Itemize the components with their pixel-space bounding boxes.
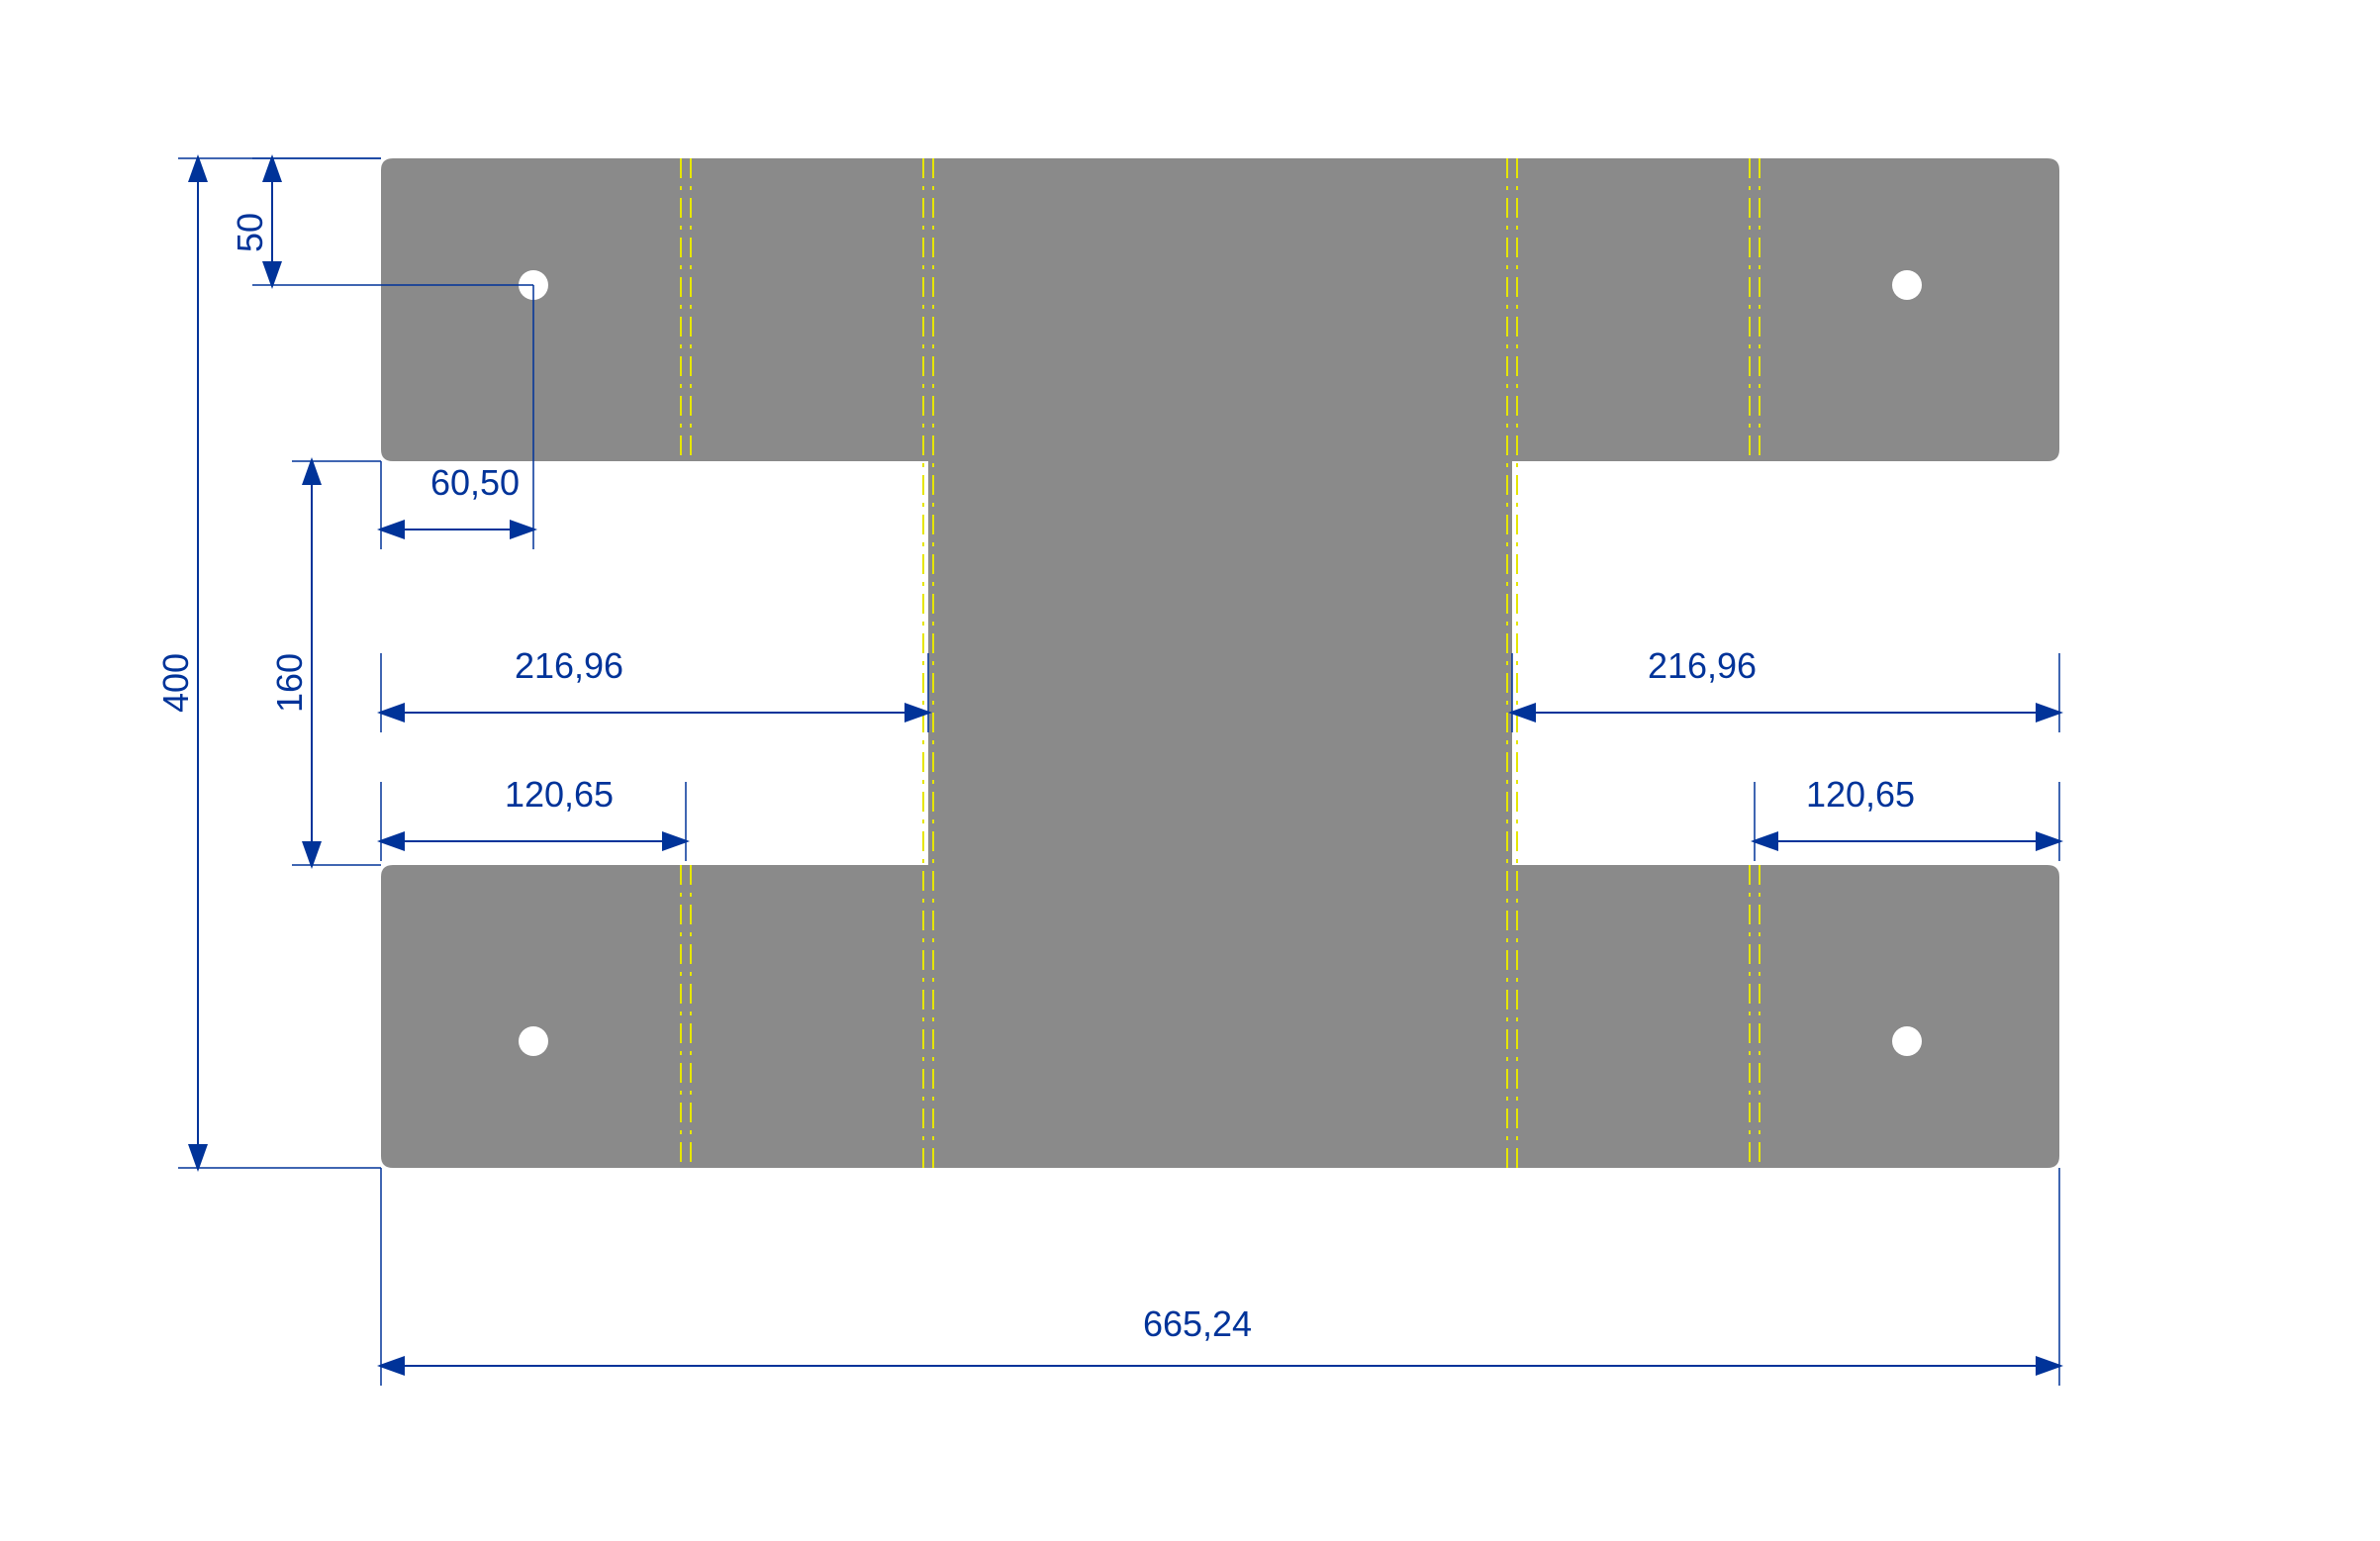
dim-fold-right: 120,65	[1806, 774, 1915, 815]
part-body	[381, 158, 2059, 1168]
dim-fold-left: 120,65	[505, 774, 614, 815]
hole-bottom-left	[519, 1026, 548, 1056]
hole-top-right	[1892, 270, 1922, 300]
dim-overall-height: 400	[155, 653, 196, 713]
dim-notch-left: 216,96	[515, 645, 623, 686]
hole-bottom-right	[1892, 1026, 1922, 1056]
dim-gap-height: 160	[269, 653, 310, 713]
dim-hole-y: 50	[230, 213, 270, 252]
dim-hole-x: 60,50	[430, 462, 520, 503]
dim-notch-right: 216,96	[1648, 645, 1757, 686]
drawing-canvas: 400 50 160 60,50 216,96 120,65 216,96	[0, 0, 2380, 1541]
dim-overall-width: 665,24	[1143, 1303, 1252, 1344]
